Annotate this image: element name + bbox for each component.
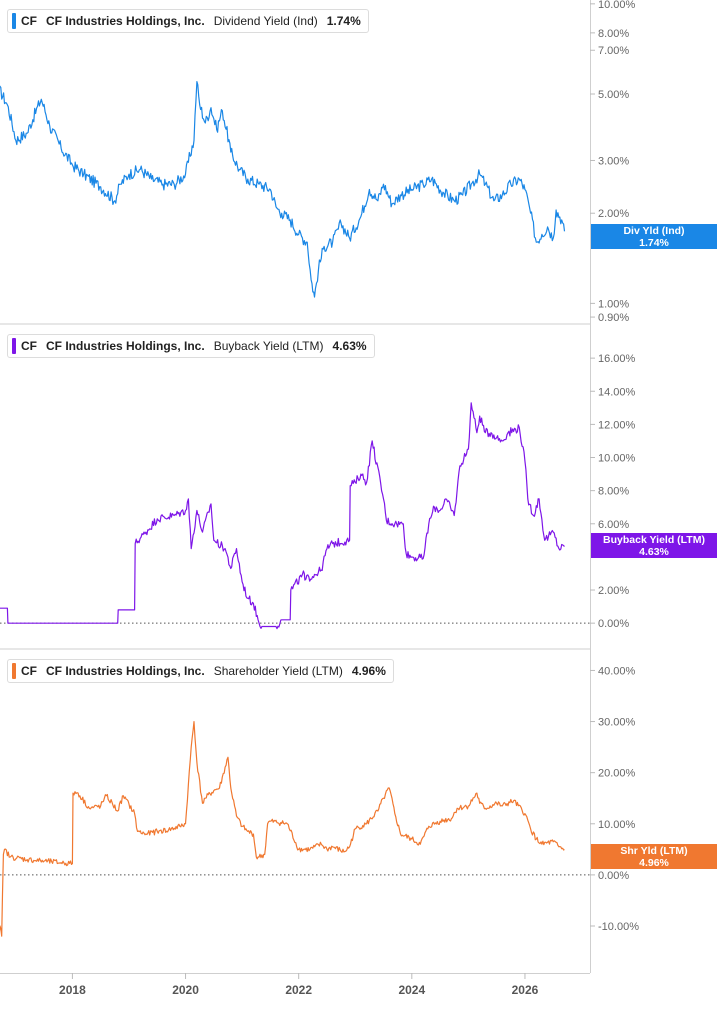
y-tick-label: 10.00% bbox=[598, 0, 636, 11]
y-tick-label: 10.00% bbox=[598, 819, 636, 831]
y-tick-label: 10.00% bbox=[598, 453, 636, 465]
legend-shareholder-swatch bbox=[12, 663, 16, 679]
legend-buyback-yield: CF CF Industries Holdings, Inc. Buyback … bbox=[7, 334, 375, 358]
series-line bbox=[0, 720, 565, 937]
tag-label: Shr Yld (LTM) bbox=[620, 845, 688, 857]
x-tick-label: 2022 bbox=[285, 983, 312, 997]
y-tick-label: 8.00% bbox=[598, 486, 629, 498]
tag-label: Buyback Yield (LTM) bbox=[603, 534, 705, 546]
y-tick-label: 40.00% bbox=[598, 665, 636, 677]
y-tick-label: 8.00% bbox=[598, 28, 629, 40]
series-line bbox=[0, 80, 566, 298]
shareholder-yield-tag: Shr Yld (LTM) 4.96% bbox=[591, 844, 717, 869]
y-tick-label: 0.00% bbox=[598, 618, 629, 630]
legend-ticker: CF bbox=[21, 664, 37, 678]
y-tick-label: 2.00% bbox=[598, 208, 629, 220]
x-tick-label: 2020 bbox=[172, 983, 199, 997]
legend-ticker: CF bbox=[21, 14, 37, 28]
legend-value: 1.74% bbox=[326, 14, 361, 28]
y-tick-label: 16.00% bbox=[598, 353, 636, 365]
legend-metric: Shareholder Yield (LTM) bbox=[213, 664, 343, 678]
legend-company: CF Industries Holdings, Inc. bbox=[46, 664, 205, 678]
dividend-yield-tag: Div Yld (Ind) 1.74% bbox=[591, 224, 717, 249]
series-line bbox=[0, 402, 565, 630]
legend-value: 4.63% bbox=[332, 339, 367, 353]
y-tick-label: 0.90% bbox=[598, 312, 629, 324]
x-tick-label: 2018 bbox=[59, 983, 86, 997]
tag-value: 4.96% bbox=[639, 857, 669, 869]
legend-metric: Buyback Yield (LTM) bbox=[213, 339, 324, 353]
y-tick-label: 5.00% bbox=[598, 89, 629, 101]
y-tick-label: 0.00% bbox=[598, 870, 629, 882]
legend-dividend-yield: CF CF Industries Holdings, Inc. Dividend… bbox=[7, 9, 369, 33]
y-tick-label: 2.00% bbox=[598, 585, 629, 597]
legend-company: CF Industries Holdings, Inc. bbox=[46, 339, 205, 353]
tag-value: 4.63% bbox=[639, 546, 669, 558]
legend-dividend-swatch bbox=[12, 13, 16, 29]
tag-label: Div Yld (Ind) bbox=[623, 225, 685, 237]
tag-value: 1.74% bbox=[639, 237, 669, 249]
y-tick-label: 7.00% bbox=[598, 45, 629, 57]
legend-buyback-swatch bbox=[12, 338, 16, 354]
legend-company: CF Industries Holdings, Inc. bbox=[46, 14, 205, 28]
legend-ticker: CF bbox=[21, 339, 37, 353]
y-tick-label: 12.00% bbox=[598, 419, 636, 431]
y-tick-label: 14.00% bbox=[598, 386, 636, 398]
y-tick-label: 30.00% bbox=[598, 717, 636, 729]
buyback-yield-tag: Buyback Yield (LTM) 4.63% bbox=[591, 533, 717, 558]
y-tick-label: 6.00% bbox=[598, 519, 629, 531]
legend-metric: Dividend Yield (Ind) bbox=[213, 14, 318, 28]
y-tick-label: 3.00% bbox=[598, 155, 629, 167]
x-tick-label: 2026 bbox=[512, 983, 539, 997]
legend-value: 4.96% bbox=[351, 664, 386, 678]
y-tick-label: -10.00% bbox=[598, 921, 639, 933]
y-tick-label: 20.00% bbox=[598, 768, 636, 780]
y-tick-label: 1.00% bbox=[598, 298, 629, 310]
x-tick-label: 2024 bbox=[398, 983, 425, 997]
legend-shareholder-yield: CF CF Industries Holdings, Inc. Sharehol… bbox=[7, 659, 394, 683]
